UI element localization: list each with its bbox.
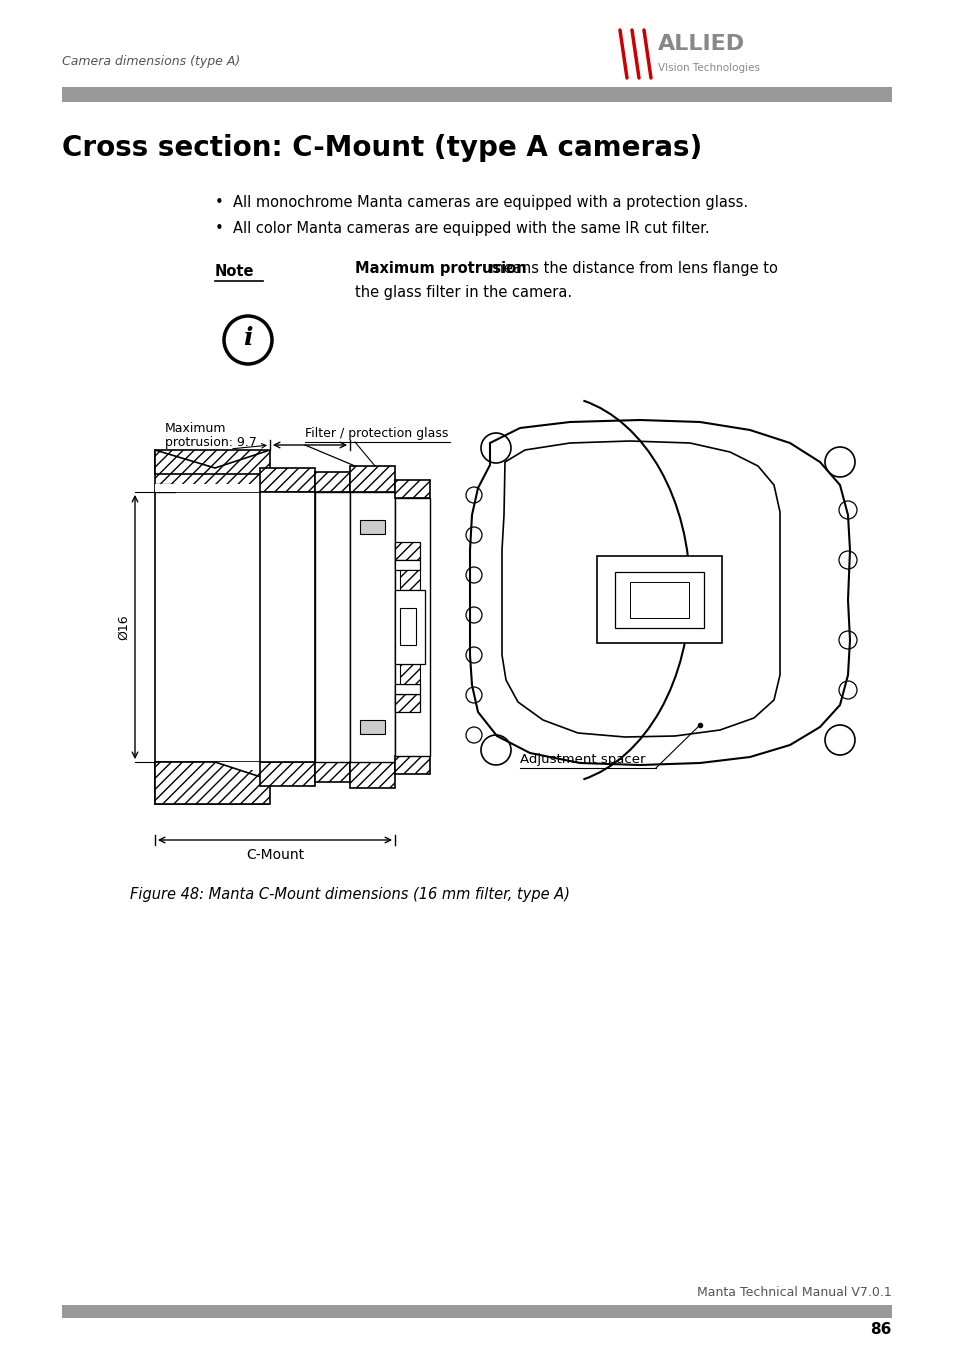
Text: Cross section: C-Mount (type A cameras): Cross section: C-Mount (type A cameras) (62, 134, 701, 162)
Bar (314, 491, 350, 761)
Text: the glass filter in the camera.: the glass filter in the camera. (355, 285, 572, 301)
Bar (399, 608, 416, 645)
Text: 86: 86 (870, 1323, 891, 1338)
Bar (350, 466, 395, 491)
Text: Maximum: Maximum (165, 423, 226, 435)
Bar (314, 472, 350, 491)
Bar (399, 570, 419, 590)
Text: C-Mount: C-Mount (246, 848, 304, 863)
Bar (597, 556, 721, 643)
Polygon shape (154, 761, 270, 805)
Bar (154, 485, 270, 491)
Bar (359, 520, 385, 535)
Text: means the distance from lens flange to: means the distance from lens flange to (484, 261, 777, 275)
Text: Note: Note (214, 265, 254, 279)
Text: ALLIED: ALLIED (658, 34, 744, 54)
Text: Camera dimensions (type A): Camera dimensions (type A) (62, 55, 240, 69)
Text: Figure 48: Manta C-Mount dimensions (16 mm filter, type A): Figure 48: Manta C-Mount dimensions (16 … (130, 887, 569, 903)
Bar (260, 468, 314, 491)
Bar (395, 541, 419, 560)
Bar (62, 86, 891, 103)
Bar (154, 761, 174, 770)
Bar (399, 664, 419, 684)
Bar (395, 560, 419, 570)
Bar (395, 481, 430, 498)
Text: Adjustment spacer: Adjustment spacer (519, 753, 645, 767)
Bar (615, 572, 703, 628)
Bar (314, 761, 350, 782)
Bar (154, 450, 268, 491)
Bar (395, 684, 419, 694)
Bar (395, 694, 419, 711)
Text: protrusion: 9.7: protrusion: 9.7 (165, 436, 256, 450)
Bar (350, 761, 395, 788)
Bar (154, 485, 174, 491)
Bar (395, 498, 430, 756)
Bar (395, 590, 424, 664)
Text: Filter / protection glass: Filter / protection glass (305, 428, 448, 440)
Bar (154, 491, 268, 761)
Bar (395, 756, 430, 774)
Text: i: i (243, 325, 253, 350)
Text: Ø16: Ø16 (117, 614, 130, 640)
Text: Maximum protrusion: Maximum protrusion (355, 261, 526, 275)
Bar (359, 720, 385, 734)
Bar (629, 582, 688, 618)
Bar (260, 761, 314, 786)
Bar (62, 1305, 891, 1318)
Bar (154, 761, 268, 805)
Polygon shape (154, 450, 270, 474)
Text: VIsion Technologies: VIsion Technologies (658, 63, 760, 73)
Text: •  All monochrome Manta cameras are equipped with a protection glass.: • All monochrome Manta cameras are equip… (214, 194, 747, 209)
Text: •  All color Manta cameras are equipped with the same IR cut filter.: • All color Manta cameras are equipped w… (214, 220, 709, 235)
Bar (260, 491, 314, 761)
Bar (154, 761, 270, 770)
Bar (350, 491, 395, 761)
Text: Manta Technical Manual V7.0.1: Manta Technical Manual V7.0.1 (697, 1285, 891, 1299)
